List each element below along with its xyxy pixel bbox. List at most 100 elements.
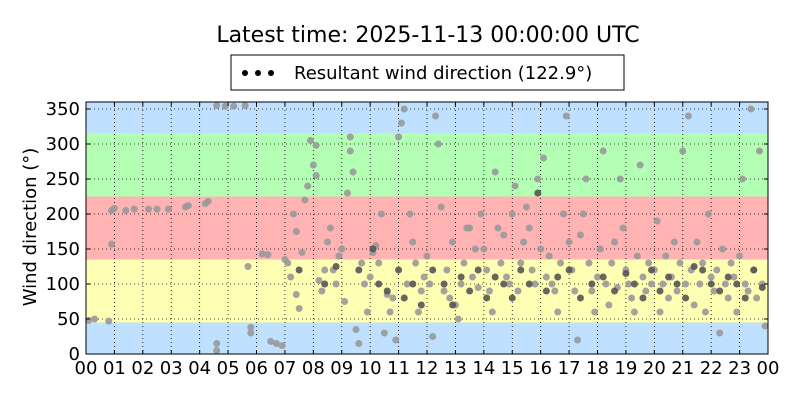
- data-point: [440, 287, 448, 295]
- data-point: [355, 266, 363, 274]
- data-point: [696, 280, 704, 288]
- x-tick-label: 02: [131, 358, 154, 379]
- data-point: [366, 273, 374, 281]
- data-point: [497, 259, 505, 267]
- data-point: [466, 224, 474, 232]
- y-axis: 0 50 100 150 200 250 300 350: [46, 99, 768, 365]
- data-point: [321, 280, 329, 288]
- data-point: [639, 294, 647, 302]
- data-point: [505, 280, 513, 288]
- data-point: [429, 266, 437, 274]
- data-point: [318, 287, 326, 295]
- data-point: [733, 280, 741, 288]
- data-point: [295, 305, 303, 312]
- data-point: [346, 133, 354, 141]
- data-point: [446, 294, 454, 302]
- data-point: [744, 287, 752, 295]
- data-point: [352, 326, 360, 333]
- data-point: [105, 317, 113, 325]
- data-point: [619, 224, 627, 232]
- data-point: [579, 210, 587, 218]
- x-tick-label: 14: [472, 358, 495, 379]
- data-point: [477, 210, 485, 218]
- data-point: [576, 294, 584, 302]
- data-point: [611, 287, 619, 295]
- data-point: [386, 308, 394, 316]
- data-point: [230, 102, 238, 110]
- data-point: [625, 280, 633, 288]
- data-point: [204, 197, 212, 205]
- data-point: [406, 210, 414, 218]
- data-points: [85, 102, 769, 354]
- data-point: [522, 203, 530, 211]
- data-point: [736, 252, 744, 260]
- data-point: [466, 287, 474, 295]
- data-point: [335, 252, 343, 260]
- data-point: [551, 287, 559, 295]
- data-point: [684, 112, 692, 120]
- data-point: [659, 280, 667, 288]
- data-point: [369, 245, 377, 253]
- data-point: [662, 252, 670, 260]
- data-point: [585, 259, 593, 267]
- data-point: [247, 329, 255, 337]
- data-point: [719, 245, 727, 253]
- data-point: [534, 189, 542, 197]
- data-point: [517, 259, 525, 267]
- data-point: [761, 322, 769, 330]
- data-point: [272, 340, 280, 347]
- x-tick-label: 22: [700, 358, 723, 379]
- data-point: [690, 263, 698, 270]
- y-tick-label: 200: [46, 204, 80, 225]
- data-point: [622, 270, 630, 277]
- y-tick-label: 350: [46, 99, 80, 120]
- data-point: [122, 207, 130, 214]
- data-point: [582, 175, 590, 183]
- data-point: [130, 205, 138, 213]
- data-point: [321, 266, 329, 274]
- data-point: [673, 280, 681, 288]
- x-tick-label: 13: [444, 358, 467, 379]
- y-axis-label: Wind direction (°): [20, 148, 41, 307]
- data-point: [287, 273, 295, 281]
- data-point: [417, 287, 425, 295]
- x-tick-label: 12: [416, 358, 439, 379]
- legend: Resultant wind direction (122.9°): [230, 54, 625, 91]
- x-tick-label: 19: [614, 358, 637, 379]
- x-tick-label: 20: [643, 358, 666, 379]
- data-point: [432, 112, 440, 120]
- chart-title: Latest time: 2025-11-13 00:00:00 UTC: [216, 23, 639, 48]
- data-point: [409, 280, 417, 288]
- data-point: [682, 294, 690, 302]
- data-point: [397, 119, 405, 127]
- data-point: [716, 287, 724, 295]
- data-point: [395, 133, 403, 141]
- data-point: [707, 273, 715, 281]
- data-point: [665, 273, 673, 281]
- data-point: [457, 280, 465, 288]
- data-point: [747, 105, 755, 113]
- data-point: [349, 168, 357, 176]
- data-point: [755, 147, 763, 155]
- data-point: [338, 245, 346, 253]
- data-point: [670, 238, 678, 246]
- data-point: [491, 168, 499, 176]
- data-point: [449, 238, 457, 246]
- data-point: [474, 284, 482, 291]
- data-point: [647, 280, 655, 288]
- data-point: [488, 308, 496, 316]
- x-tick-label: 16: [529, 358, 552, 379]
- data-point: [517, 266, 525, 274]
- data-point: [380, 329, 388, 337]
- data-point: [312, 141, 320, 149]
- data-point: [468, 273, 476, 281]
- data-point: [343, 189, 351, 197]
- data-point: [588, 287, 596, 295]
- data-point: [306, 137, 314, 144]
- data-point: [599, 147, 607, 155]
- data-point: [309, 161, 317, 169]
- data-point: [332, 263, 340, 270]
- data-point: [315, 277, 323, 284]
